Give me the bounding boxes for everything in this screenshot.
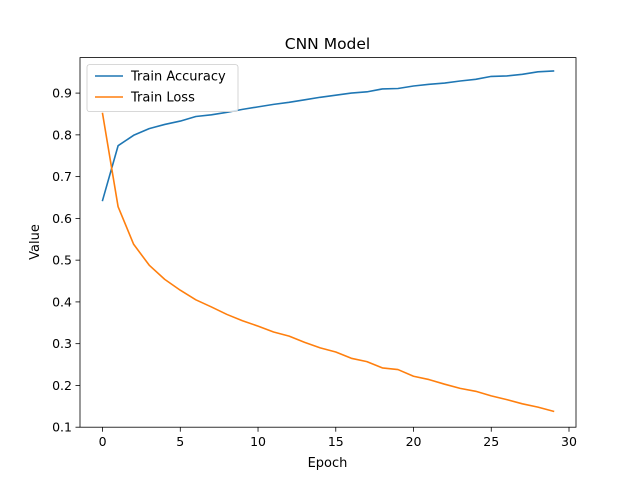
x-tick-label: 15 [328,434,344,449]
chart-title: CNN Model [285,35,370,53]
y-tick-label: 0.5 [52,253,72,268]
y-tick-label: 0.8 [52,127,72,142]
y-tick-label: 0.6 [52,211,72,226]
x-tick-label: 25 [483,434,499,449]
x-tick-label: 30 [561,434,577,449]
legend-label-train-loss: Train Loss [130,91,195,106]
x-tick-label: 5 [176,434,184,449]
x-axis-ticks: 0 5 10 15 20 25 30 [99,427,577,449]
x-tick-label: 10 [250,434,266,449]
legend: Train Accuracy Train Loss [86,64,239,112]
x-tick-label: 20 [406,434,422,449]
legend-label-train-accuracy: Train Accuracy [130,70,226,85]
y-axis-label: Value [28,224,43,260]
series-line-train-loss [101,112,555,413]
x-tick-label: 0 [99,434,107,449]
y-axis-ticks: 0.1 0.2 0.3 0.4 0.5 0.6 0.7 0.8 0.9 [52,86,80,435]
y-tick-label: 0.3 [52,336,72,351]
legend-box [86,64,239,112]
x-axis-label: Epoch [308,456,348,471]
y-tick-label: 0.2 [52,378,72,393]
y-tick-label: 0.7 [52,169,72,184]
series-line-train-accuracy [101,70,555,202]
y-tick-label: 0.4 [52,294,72,309]
plot-area-frame [79,57,577,428]
y-tick-label: 0.1 [52,420,72,435]
series-lines [101,70,555,413]
y-tick-label: 0.9 [52,86,72,101]
